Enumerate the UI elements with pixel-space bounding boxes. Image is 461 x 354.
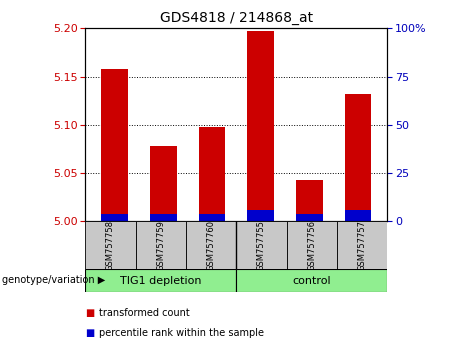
Text: GSM757757: GSM757757 — [358, 219, 366, 271]
Text: GSM757760: GSM757760 — [207, 219, 216, 271]
Bar — [345, 210, 372, 221]
Text: GSM757756: GSM757756 — [307, 219, 316, 271]
Bar — [150, 146, 177, 213]
Text: control: control — [292, 275, 331, 286]
Bar — [136, 221, 186, 269]
Bar — [199, 127, 225, 213]
Bar — [85, 269, 236, 292]
Bar — [199, 213, 225, 221]
Text: genotype/variation ▶: genotype/variation ▶ — [2, 275, 106, 285]
Bar — [337, 221, 387, 269]
Text: ■: ■ — [85, 308, 95, 318]
Text: GSM757759: GSM757759 — [156, 220, 165, 270]
Text: percentile rank within the sample: percentile rank within the sample — [99, 328, 264, 338]
Bar — [287, 221, 337, 269]
Title: GDS4818 / 214868_at: GDS4818 / 214868_at — [160, 11, 313, 24]
Bar — [85, 221, 136, 269]
Bar — [247, 210, 274, 221]
Bar — [247, 31, 274, 210]
Bar — [345, 94, 372, 210]
Bar — [236, 221, 287, 269]
Bar — [236, 269, 387, 292]
Text: GSM757755: GSM757755 — [257, 220, 266, 270]
Bar — [186, 221, 236, 269]
Text: transformed count: transformed count — [99, 308, 190, 318]
Text: ■: ■ — [85, 328, 95, 338]
Bar — [150, 213, 177, 221]
Text: GSM757758: GSM757758 — [106, 219, 115, 271]
Bar — [296, 180, 323, 213]
Bar — [101, 213, 128, 221]
Bar — [296, 213, 323, 221]
Bar — [101, 69, 128, 213]
Text: TIG1 depletion: TIG1 depletion — [120, 275, 201, 286]
